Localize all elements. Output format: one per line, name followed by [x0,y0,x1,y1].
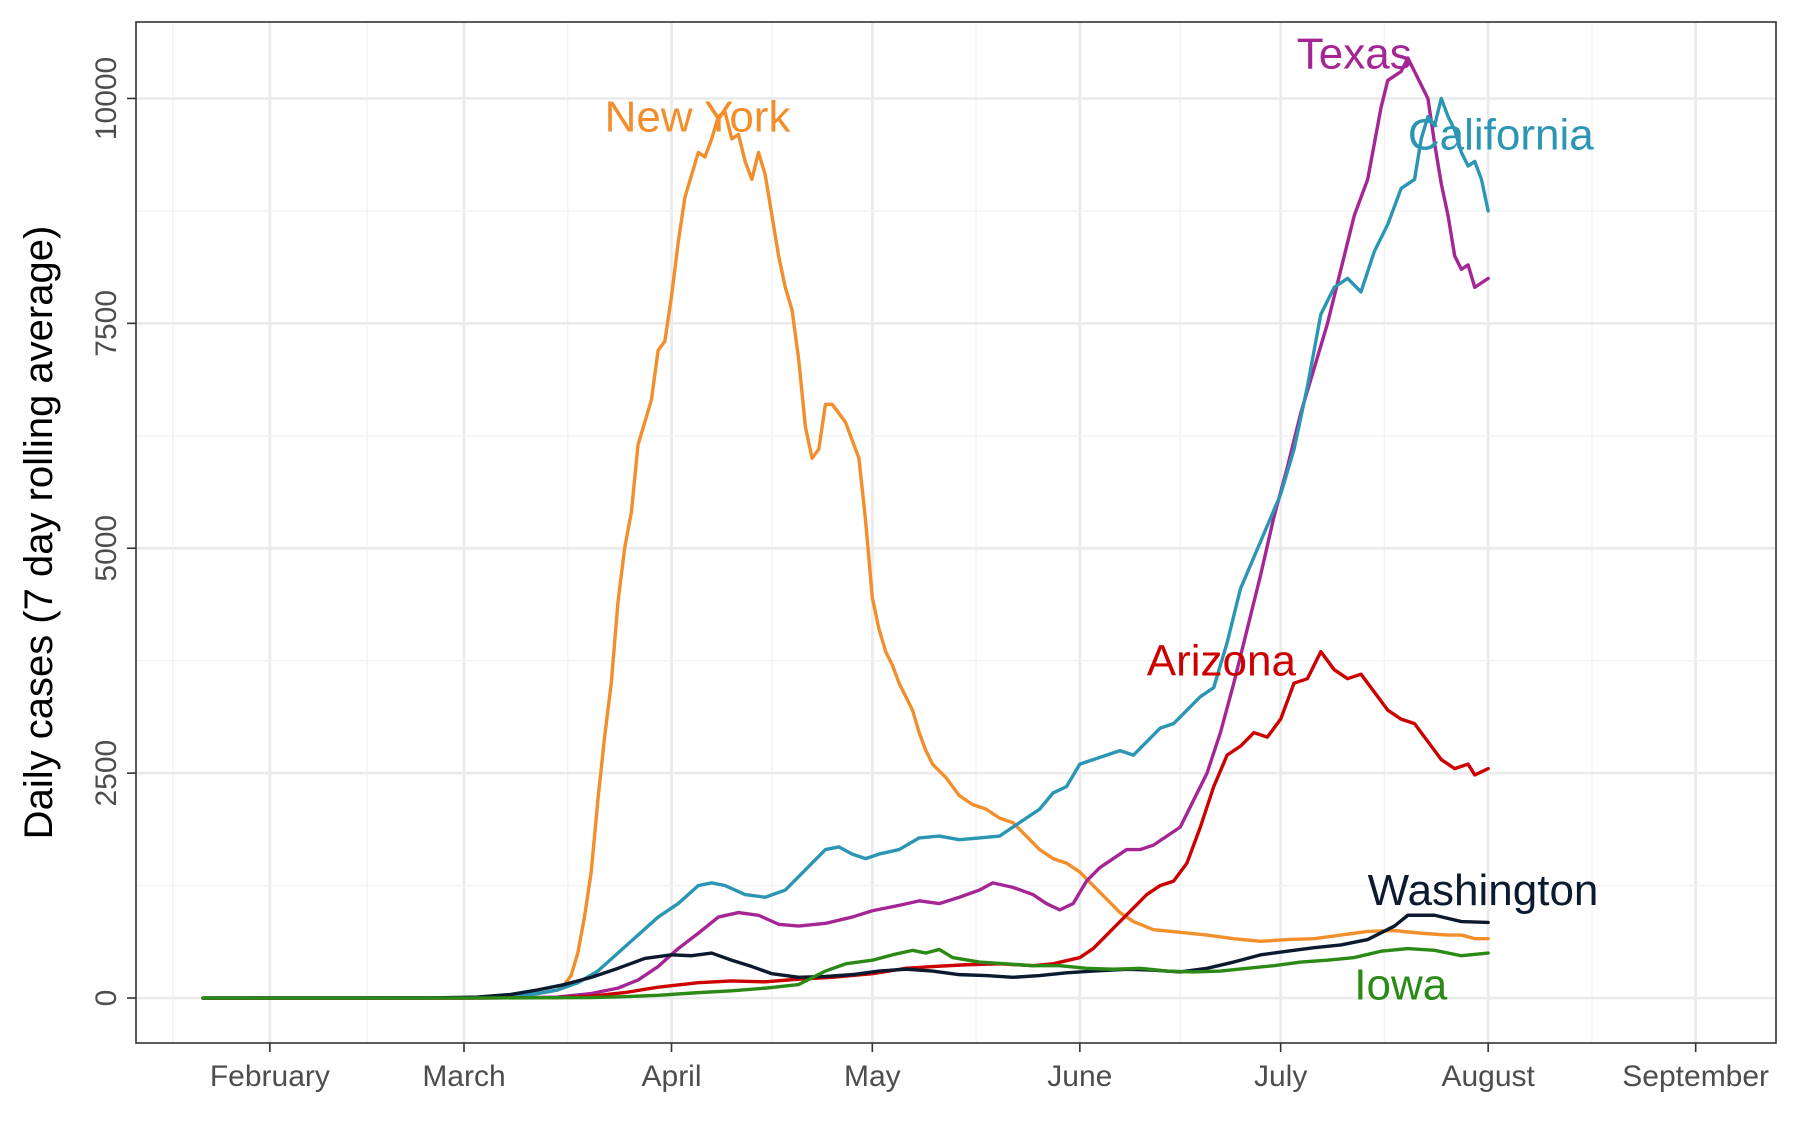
y-axis: 0 2500 5000 7500 10000 [90,57,136,1007]
series-label-california: California [1408,110,1594,159]
grid-layer [136,22,1776,1043]
series-line-washington [201,913,1490,1000]
y-tick-label: 7500 [90,290,123,357]
series-label-washington: Washington [1368,866,1599,915]
plot-panel-border [135,21,1777,1044]
x-tick-label: February [210,1060,330,1093]
x-tick-label: March [422,1060,505,1093]
x-tick-label: September [1622,1060,1769,1093]
x-tick-label: June [1047,1060,1112,1093]
series-label-iowa: Iowa [1354,961,1447,1010]
y-axis-title: Daily cases (7 day rolling average) [17,226,61,840]
x-tick-label: August [1441,1060,1535,1093]
series-line-iowa [201,946,1490,1000]
y-tick-label: 5000 [90,515,123,582]
x-tick-label: May [844,1060,901,1093]
x-axis: February March April May June July August Septe… [210,1043,1769,1093]
y-tick-label: 10000 [90,57,123,140]
series-line-california [201,96,1490,1000]
series-label-new-york: New York [605,92,792,141]
series-line-new-york [201,110,1490,1000]
series-layer [201,56,1490,1000]
series-line-texas [201,56,1490,1000]
annotation-layer: New York Texas California Arizona Washington… [605,29,1599,1009]
series-line-arizona [201,649,1490,1000]
y-tick-label: 0 [90,990,123,1007]
y-tick-label: 2500 [90,740,123,807]
x-tick-label: July [1254,1060,1307,1093]
series-label-arizona: Arizona [1147,637,1297,686]
x-tick-label: April [642,1060,702,1093]
series-label-texas: Texas [1297,29,1412,78]
